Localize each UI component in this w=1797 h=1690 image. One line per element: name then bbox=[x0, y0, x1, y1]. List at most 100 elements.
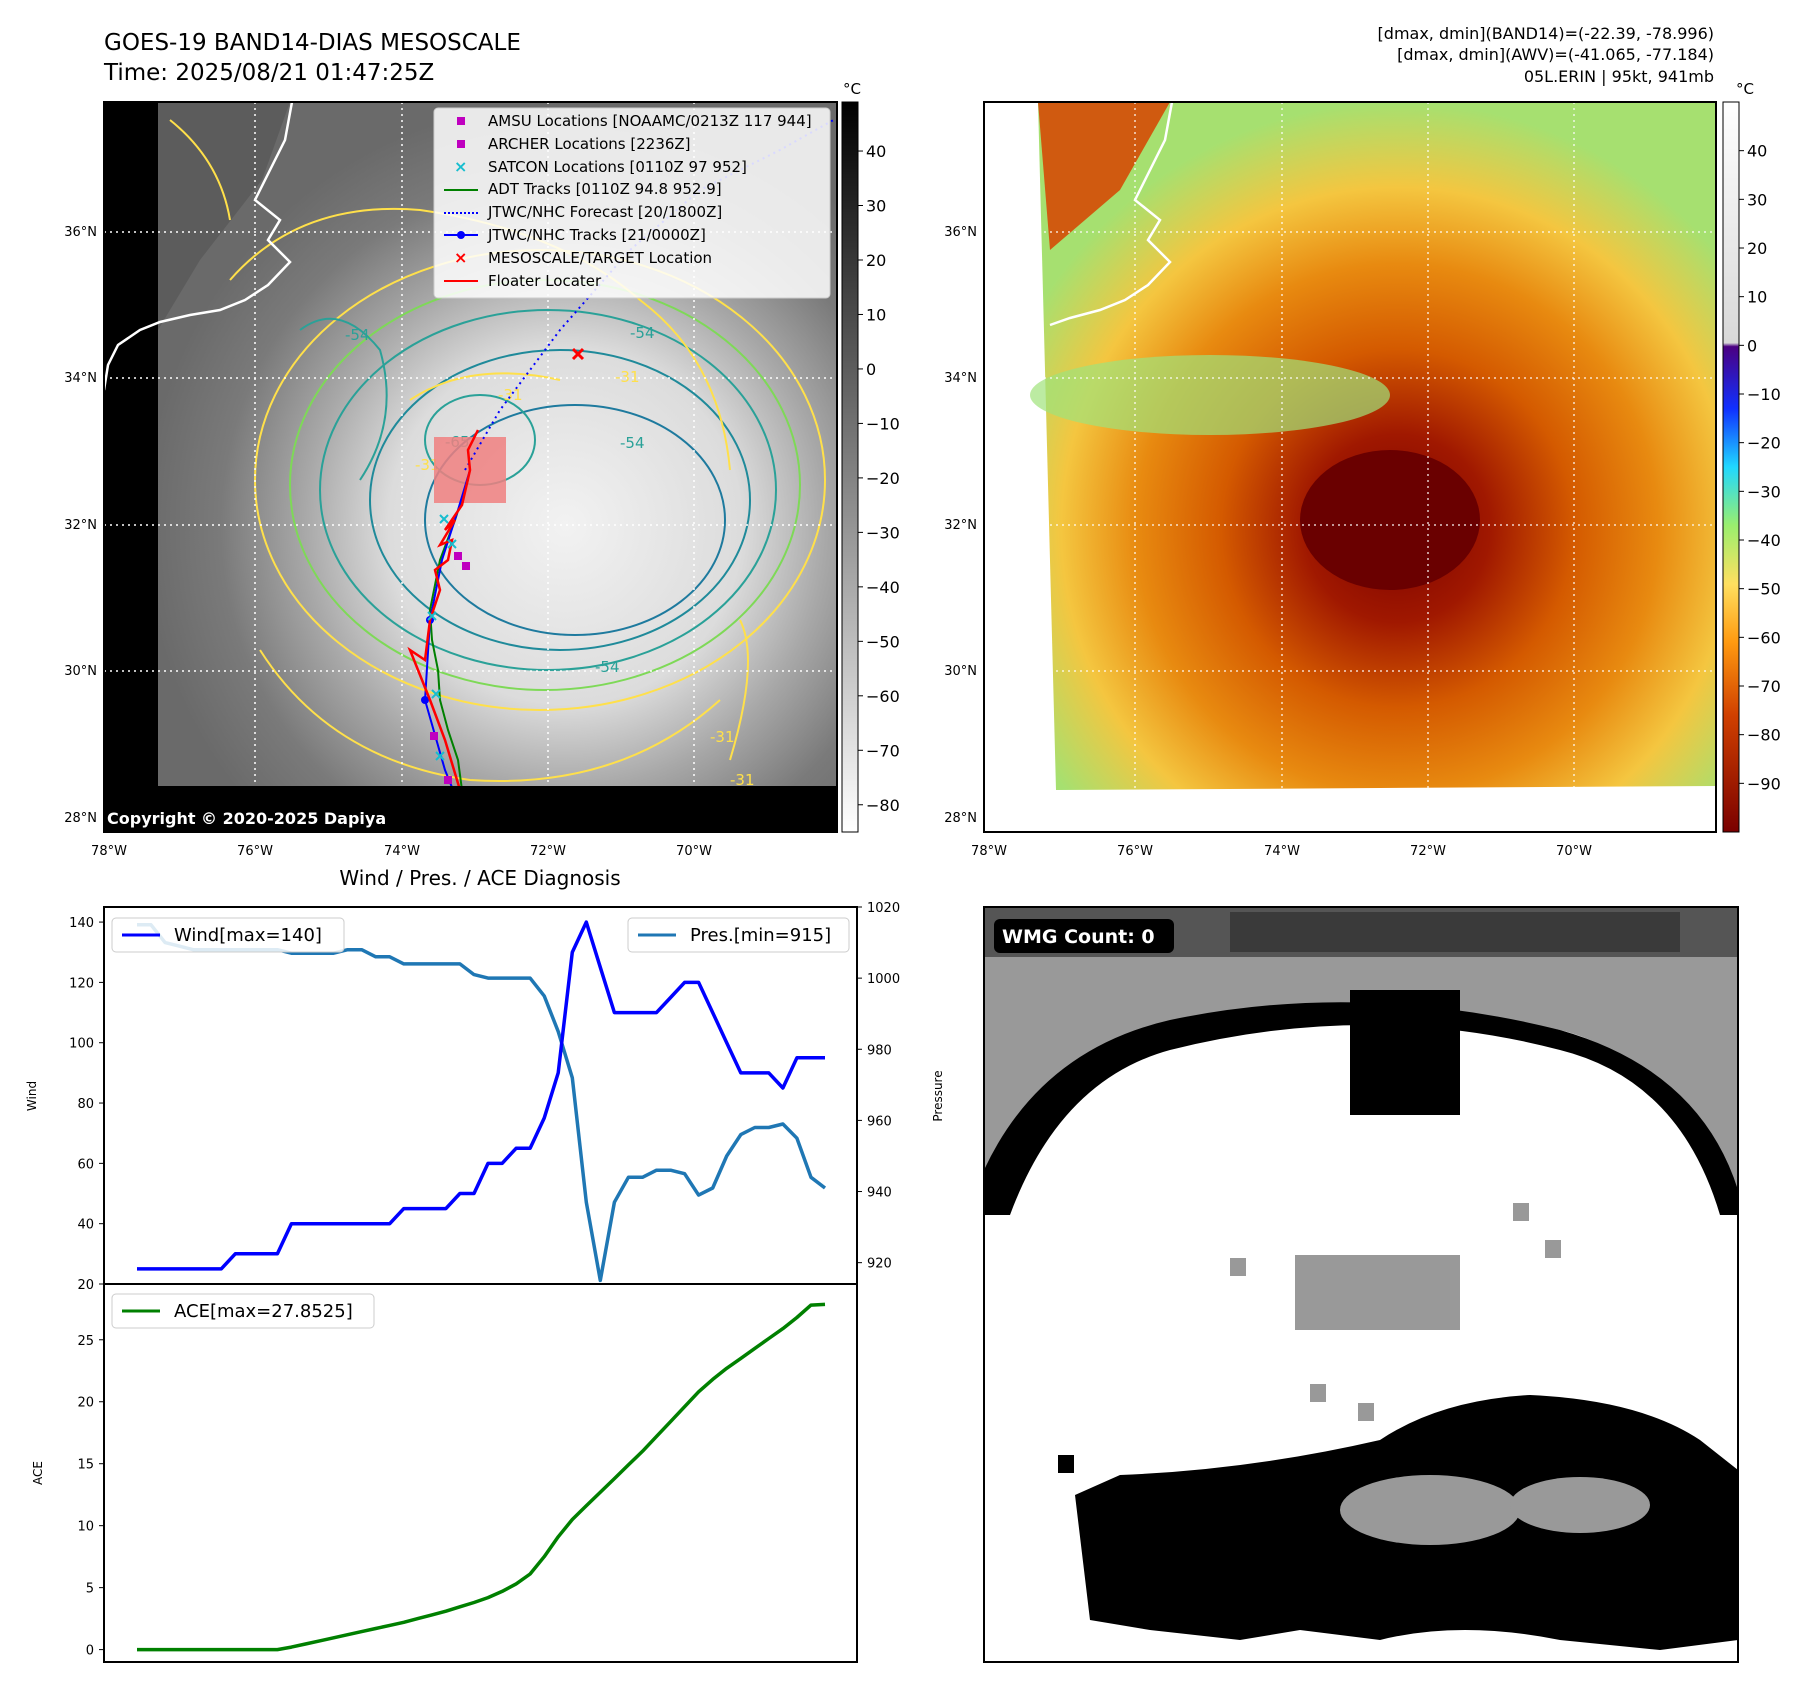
ir-contours bbox=[169, 119, 826, 782]
ace-tick-label: 15 bbox=[77, 1458, 94, 1473]
wmg-dot bbox=[1513, 1203, 1529, 1221]
legend-entry-label: JTWC/NHC Forecast [20/1800Z] bbox=[488, 203, 723, 222]
legend-entry-label: ARCHER Locations [2236Z] bbox=[488, 134, 691, 153]
lon-label: 72°W bbox=[530, 844, 566, 859]
colorbar-ticks: 40 30 20 10 0 −10 −20 −30 −40 −50 −60 −70 −80 −90 bbox=[1739, 142, 1781, 793]
colorbar-tick-label: −30 bbox=[1747, 482, 1781, 501]
awv-map-panel bbox=[983, 101, 1717, 833]
lat-label: 30°N bbox=[64, 664, 97, 679]
colorbar-tick-label: −30 bbox=[866, 523, 900, 542]
colorbar-tick-label: −40 bbox=[1747, 531, 1781, 550]
legend-entry-label: ADT Tracks [0110Z 94.8 952.9] bbox=[488, 180, 722, 199]
wmg-dot bbox=[1310, 1384, 1326, 1402]
wmg-lower-gray bbox=[1340, 1475, 1520, 1545]
legend-entry: JTWC/NHC Tracks [21/0000Z] bbox=[442, 224, 828, 247]
awv-gridlines bbox=[984, 102, 1716, 832]
colorbar-tick-label: −60 bbox=[866, 687, 900, 706]
wmg-count-badge bbox=[994, 919, 1174, 953]
coastline-awv bbox=[1049, 102, 1174, 327]
pressure-tick-label: 940 bbox=[867, 1186, 892, 1201]
lat-label: 34°N bbox=[64, 371, 97, 386]
legend-marker-icon bbox=[442, 228, 480, 242]
ace-yticks: 0 5 10 15 20 25 bbox=[77, 1334, 104, 1659]
wind-line bbox=[137, 920, 825, 1271]
legend-entry: × MESOSCALE/TARGET Location bbox=[442, 247, 828, 270]
wind-tick-label: 60 bbox=[77, 1157, 94, 1172]
contour-label: -31 bbox=[710, 728, 735, 746]
awv-lon-labels: 78°W 76°W 74°W 72°W 70°W bbox=[971, 844, 1592, 859]
colorbar-tick-label: 20 bbox=[1747, 239, 1767, 258]
copyright: Copyright © 2020-2025 Dapiya bbox=[107, 809, 386, 828]
contour-label: -54 bbox=[595, 658, 620, 676]
colorbar-unit: °C bbox=[843, 80, 861, 98]
colorbar-tick-label: −70 bbox=[1747, 677, 1781, 696]
wmg-top-darker bbox=[1230, 912, 1680, 952]
wind-tick-label: 140 bbox=[69, 916, 94, 931]
lon-label: 76°W bbox=[1117, 844, 1153, 859]
wmg-panel: WMG Count: 0 bbox=[983, 906, 1739, 1663]
legend-marker-icon bbox=[442, 206, 480, 220]
colorbar-tick-label: −20 bbox=[866, 469, 900, 488]
lat-label: 36°N bbox=[944, 225, 977, 240]
lon-label: 78°W bbox=[91, 844, 127, 859]
colorbar-tick-label: −50 bbox=[1747, 580, 1781, 599]
legend-entry-label: AMSU Locations [NOAAMC/0213Z 117 944] bbox=[488, 112, 812, 130]
pressure-legend: Pres.[min=915] bbox=[627, 917, 850, 953]
header-right-line-1: [dmax, dmin](BAND14)=(-22.39, -78.996) bbox=[1378, 24, 1714, 43]
legend-entry-label: MESOSCALE/TARGET Location bbox=[488, 248, 713, 267]
wmg-upper-black-block bbox=[1350, 990, 1460, 1115]
wind-tick-label: 20 bbox=[77, 1278, 94, 1293]
colorbar-tick-label: −20 bbox=[1747, 434, 1781, 453]
lat-label: 30°N bbox=[944, 664, 977, 679]
awv-colorbar: °C 40 30 20 10 0 −10 −20 −30 −40 −50 −60 −70 −80 −90 bbox=[1722, 80, 1781, 833]
colorbar-tick-label: −10 bbox=[1747, 385, 1781, 404]
adt-track bbox=[428, 479, 471, 832]
wmg-count-label: WMG Count: 0 bbox=[1002, 926, 1155, 948]
legend-entry: ADT Tracks [0110Z 94.8 952.9] bbox=[442, 178, 828, 201]
contour-label: -54 bbox=[345, 326, 370, 344]
colorbar-tick-label: 40 bbox=[1747, 142, 1767, 161]
colorbar-tick-label: −80 bbox=[1747, 726, 1781, 745]
wind-legend-label: Wind[max=140] bbox=[174, 925, 322, 946]
archer-markers bbox=[430, 552, 470, 784]
ace-tick-label: 10 bbox=[77, 1520, 94, 1535]
pressure-tick-label: 960 bbox=[867, 1114, 892, 1129]
legend-entry-label: Floater Locater bbox=[488, 271, 602, 290]
contour-label: -31 bbox=[730, 771, 755, 789]
legend-marker-icon: × bbox=[454, 248, 468, 268]
lon-label: 76°W bbox=[237, 844, 273, 859]
pressure-tick-label: 1000 bbox=[867, 972, 900, 987]
mesoscale-target-marker bbox=[571, 347, 585, 361]
wmg-dot bbox=[1545, 1240, 1561, 1258]
lat-label: 28°N bbox=[64, 811, 97, 826]
satcon-markers bbox=[427, 514, 457, 761]
lat-label: 36°N bbox=[64, 225, 97, 240]
pressure-tick-label: 1020 bbox=[867, 901, 900, 916]
legend-entry: AMSU Locations [NOAAMC/0213Z 117 944] bbox=[442, 110, 828, 133]
wind-pressure-panel: Wind / Pres. / ACE Diagnosis Wind Pressu… bbox=[25, 866, 945, 1293]
contour-label: -31 bbox=[615, 368, 640, 386]
pressure-legend-label: Pres.[min=915] bbox=[690, 925, 831, 946]
legend-marker-icon bbox=[442, 114, 480, 128]
ace-tick-label: 25 bbox=[77, 1334, 94, 1349]
wmg-center-gray bbox=[1295, 1255, 1460, 1330]
ace-legend: ACE[max=27.8525] bbox=[111, 1293, 375, 1329]
ace-panel: ACE 0 5 10 15 20 25 ACE[max=27.8525] bbox=[31, 1283, 858, 1663]
contour-label: -31 bbox=[498, 386, 523, 404]
legend-marker-icon bbox=[442, 137, 480, 151]
ace-tick-label: 20 bbox=[77, 1396, 94, 1411]
wind-yticks: 20 40 60 80 100 120 140 bbox=[69, 916, 104, 1293]
lat-label: 28°N bbox=[944, 811, 977, 826]
ace-lines bbox=[137, 1302, 826, 1652]
title-line-1: GOES-19 BAND14-DIAS MESOSCALE bbox=[104, 30, 521, 56]
wmg-lower-gray bbox=[1510, 1477, 1650, 1533]
contour-label: -31 bbox=[415, 456, 440, 474]
colorbar-tick-label: −90 bbox=[1747, 774, 1781, 793]
header-right-line-3: 05L.ERIN | 95kt, 941mb bbox=[1524, 67, 1714, 86]
colorbar-tick-label: 20 bbox=[866, 251, 886, 270]
pressure-tick-label: 920 bbox=[867, 1257, 892, 1272]
ace-tick-label: 0 bbox=[86, 1644, 94, 1659]
pressure-yticks: 920 940 960 980 1000 1020 bbox=[857, 901, 900, 1272]
wmg-outer-band bbox=[984, 907, 1738, 1210]
